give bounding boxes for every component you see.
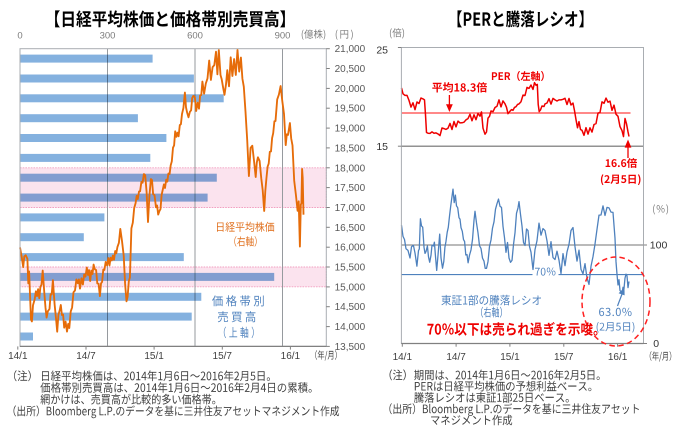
svg-text:18,000: 18,000 [335, 163, 366, 174]
svg-text:16,500: 16,500 [335, 223, 366, 234]
svg-text:15/1: 15/1 [500, 352, 520, 363]
svg-text:14,500: 14,500 [335, 302, 366, 313]
svg-text:14/1: 14/1 [8, 351, 28, 362]
svg-text:16/1: 16/1 [281, 351, 301, 362]
svg-text:15/7: 15/7 [213, 351, 233, 362]
svg-text:18,500: 18,500 [335, 143, 366, 154]
svg-text:14/7: 14/7 [76, 351, 96, 362]
svg-text:15/1: 15/1 [144, 351, 164, 362]
svg-text:13,500: 13,500 [335, 342, 366, 353]
svg-text:100: 100 [650, 240, 668, 252]
svg-text:0: 0 [653, 338, 659, 350]
svg-text:17,000: 17,000 [335, 203, 366, 214]
svg-text:16,000: 16,000 [335, 243, 366, 254]
svg-text:0: 0 [17, 31, 22, 42]
svg-text:15: 15 [376, 141, 388, 153]
svg-text:14,000: 14,000 [335, 322, 366, 333]
svg-text:16/1: 16/1 [608, 352, 628, 363]
svg-text:21,000: 21,000 [335, 44, 366, 55]
svg-text:14/1: 14/1 [393, 352, 413, 363]
svg-text:25: 25 [376, 45, 388, 57]
svg-text:15,000: 15,000 [335, 282, 366, 293]
svg-text:900: 900 [275, 31, 291, 42]
svg-text:19,000: 19,000 [335, 124, 366, 135]
svg-text:20,500: 20,500 [335, 64, 366, 75]
svg-text:600: 600 [187, 31, 203, 42]
svg-text:20,000: 20,000 [335, 84, 366, 95]
svg-text:15,500: 15,500 [335, 263, 366, 274]
svg-text:14/7: 14/7 [446, 352, 466, 363]
svg-text:19,500: 19,500 [335, 104, 366, 115]
svg-text:15/7: 15/7 [554, 352, 574, 363]
svg-text:300: 300 [100, 31, 116, 42]
svg-text:17,500: 17,500 [335, 183, 366, 194]
